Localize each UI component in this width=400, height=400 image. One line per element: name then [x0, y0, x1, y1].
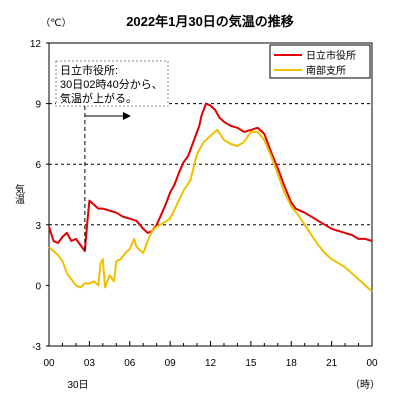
- y-tick-label: 9: [35, 100, 41, 111]
- x-tick-label: 21: [326, 358, 338, 369]
- legend-label-nanbu: 南部支所: [306, 64, 346, 77]
- annotation: 日立市役所: 30日02時40分から、 気温が上がる。: [55, 60, 169, 252]
- annotation-box: [55, 60, 169, 107]
- y-tick-label: 12: [30, 39, 42, 50]
- x-unit-label: （時）: [350, 379, 380, 391]
- y-unit-label: （℃）: [40, 17, 71, 29]
- x-tick-label: 15: [245, 358, 257, 369]
- legend: 日立市役所 南部支所: [269, 44, 371, 79]
- annotation-line-1: 日立市役所:: [60, 63, 118, 77]
- y-tick-label: -3: [32, 342, 41, 353]
- annotation-line-2: 30日02時40分から、: [60, 78, 163, 91]
- legend-label-hitachi: 日立市役所: [306, 49, 356, 62]
- x-tick-label: 06: [124, 358, 136, 369]
- chart-title: 2022年1月30日の気温の推移: [126, 14, 294, 29]
- annotation-line-3: 気温が上がる。: [60, 91, 137, 105]
- annotation-arrow-head: [122, 112, 131, 120]
- y-axis: -3 0 3 6 9 12: [30, 39, 49, 353]
- x-tick-label: 12: [205, 358, 217, 369]
- x-tick-label: 00: [43, 358, 55, 369]
- x-tick-label: 03: [84, 358, 96, 369]
- series-line-hitachi: [48, 102, 373, 253]
- series-line-nanbu: [48, 128, 373, 293]
- y-tick-label: 6: [35, 160, 41, 171]
- y-tick-label: 3: [35, 221, 41, 232]
- x-axis: 00 03 06 09 12 15 18 21 00: [43, 341, 378, 369]
- y-axis-title: 気温: [13, 183, 25, 204]
- x-tick-label: 18: [286, 358, 298, 369]
- legend-box: [269, 44, 371, 79]
- x-tick-label: 09: [165, 358, 177, 369]
- x-tick-label: 00: [366, 358, 378, 369]
- y-tick-label: 0: [35, 281, 41, 292]
- series-layer: [48, 102, 373, 293]
- date-label: 30日: [67, 380, 88, 391]
